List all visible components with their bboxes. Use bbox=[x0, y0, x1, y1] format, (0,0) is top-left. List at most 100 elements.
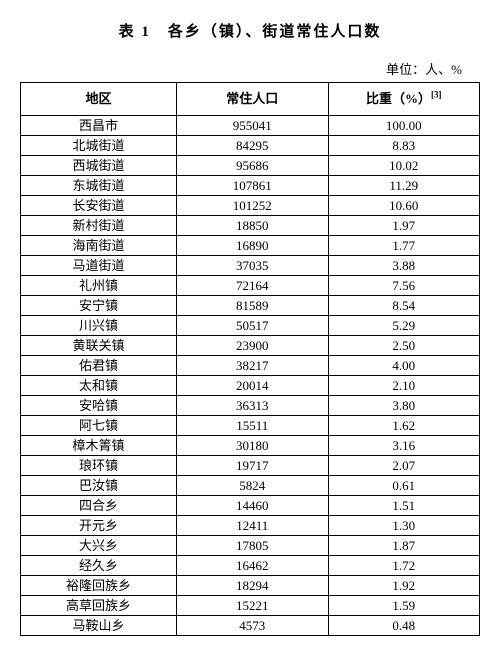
table-row: 佑君镇382174.00 bbox=[21, 356, 480, 376]
cell-region: 长安街道 bbox=[21, 196, 177, 216]
table-row: 安哈镇363133.80 bbox=[21, 396, 480, 416]
cell-region: 新村街道 bbox=[21, 216, 177, 236]
cell-percent: 3.88 bbox=[328, 256, 480, 276]
cell-region: 阿七镇 bbox=[21, 416, 177, 436]
cell-population: 15221 bbox=[177, 596, 328, 616]
cell-percent: 1.62 bbox=[328, 416, 480, 436]
cell-population: 37035 bbox=[177, 256, 328, 276]
col-header-percent-text: 比重（%） bbox=[366, 91, 431, 106]
cell-region: 太和镇 bbox=[21, 376, 177, 396]
table-row: 阿七镇155111.62 bbox=[21, 416, 480, 436]
cell-percent: 1.77 bbox=[328, 236, 480, 256]
cell-region: 琅环镇 bbox=[21, 456, 177, 476]
header-row: 地区 常住人口 比重（%）[3] bbox=[21, 83, 480, 116]
cell-percent: 11.29 bbox=[328, 176, 480, 196]
cell-region: 海南街道 bbox=[21, 236, 177, 256]
cell-percent: 7.56 bbox=[328, 276, 480, 296]
cell-percent: 0.61 bbox=[328, 476, 480, 496]
cell-population: 17805 bbox=[177, 536, 328, 556]
footnote-marker: [3] bbox=[431, 90, 442, 100]
cell-population: 16890 bbox=[177, 236, 328, 256]
cell-percent: 4.00 bbox=[328, 356, 480, 376]
table-row: 经久乡164621.72 bbox=[21, 556, 480, 576]
cell-population: 18294 bbox=[177, 576, 328, 596]
cell-population: 12411 bbox=[177, 516, 328, 536]
unit-label: 单位：人、% bbox=[20, 59, 480, 78]
cell-population: 20014 bbox=[177, 376, 328, 396]
table-row: 黄联关镇239002.50 bbox=[21, 336, 480, 356]
cell-percent: 1.87 bbox=[328, 536, 480, 556]
table-row: 琅环镇197172.07 bbox=[21, 456, 480, 476]
cell-population: 95686 bbox=[177, 156, 328, 176]
cell-region: 四合乡 bbox=[21, 496, 177, 516]
cell-population: 72164 bbox=[177, 276, 328, 296]
cell-population: 15511 bbox=[177, 416, 328, 436]
cell-population: 30180 bbox=[177, 436, 328, 456]
cell-region: 经久乡 bbox=[21, 556, 177, 576]
table-row: 安宁镇815898.54 bbox=[21, 296, 480, 316]
cell-population: 36313 bbox=[177, 396, 328, 416]
cell-percent: 5.29 bbox=[328, 316, 480, 336]
cell-percent: 100.00 bbox=[328, 116, 480, 136]
cell-population: 84295 bbox=[177, 136, 328, 156]
table-row: 西昌市955041100.00 bbox=[21, 116, 480, 136]
cell-region: 东城街道 bbox=[21, 176, 177, 196]
cell-population: 16462 bbox=[177, 556, 328, 576]
cell-percent: 2.07 bbox=[328, 456, 480, 476]
table-row: 裕隆回族乡182941.92 bbox=[21, 576, 480, 596]
cell-region: 黄联关镇 bbox=[21, 336, 177, 356]
table-row: 太和镇200142.10 bbox=[21, 376, 480, 396]
cell-region: 川兴镇 bbox=[21, 316, 177, 336]
cell-population: 5824 bbox=[177, 476, 328, 496]
table-row: 开元乡124111.30 bbox=[21, 516, 480, 536]
cell-region: 安宁镇 bbox=[21, 296, 177, 316]
cell-population: 38217 bbox=[177, 356, 328, 376]
cell-region: 安哈镇 bbox=[21, 396, 177, 416]
cell-percent: 10.02 bbox=[328, 156, 480, 176]
cell-population: 101252 bbox=[177, 196, 328, 216]
table-title: 表 1 各乡（镇）、街道常住人口数 bbox=[20, 20, 480, 41]
table-row: 大兴乡178051.87 bbox=[21, 536, 480, 556]
cell-percent: 3.16 bbox=[328, 436, 480, 456]
table-row: 川兴镇505175.29 bbox=[21, 316, 480, 336]
cell-region: 巴汝镇 bbox=[21, 476, 177, 496]
cell-region: 大兴乡 bbox=[21, 536, 177, 556]
cell-percent: 2.10 bbox=[328, 376, 480, 396]
cell-percent: 1.59 bbox=[328, 596, 480, 616]
table-row: 长安街道10125210.60 bbox=[21, 196, 480, 216]
cell-population: 18850 bbox=[177, 216, 328, 236]
cell-population: 14460 bbox=[177, 496, 328, 516]
cell-region: 西城街道 bbox=[21, 156, 177, 176]
cell-percent: 3.80 bbox=[328, 396, 480, 416]
cell-population: 955041 bbox=[177, 116, 328, 136]
col-header-region: 地区 bbox=[21, 83, 177, 116]
cell-region: 北城街道 bbox=[21, 136, 177, 156]
cell-population: 81589 bbox=[177, 296, 328, 316]
cell-population: 19717 bbox=[177, 456, 328, 476]
cell-region: 裕隆回族乡 bbox=[21, 576, 177, 596]
cell-region: 马道街道 bbox=[21, 256, 177, 276]
cell-percent: 10.60 bbox=[328, 196, 480, 216]
cell-region: 开元乡 bbox=[21, 516, 177, 536]
cell-region: 礼州镇 bbox=[21, 276, 177, 296]
table-row: 海南街道168901.77 bbox=[21, 236, 480, 256]
cell-percent: 8.83 bbox=[328, 136, 480, 156]
cell-percent: 1.30 bbox=[328, 516, 480, 536]
cell-percent: 1.51 bbox=[328, 496, 480, 516]
table-body: 西昌市955041100.00北城街道842958.83西城街道9568610.… bbox=[21, 116, 480, 636]
col-header-percent: 比重（%）[3] bbox=[328, 83, 480, 116]
cell-population: 50517 bbox=[177, 316, 328, 336]
table-row: 新村街道188501.97 bbox=[21, 216, 480, 236]
cell-region: 樟木箐镇 bbox=[21, 436, 177, 456]
cell-region: 佑君镇 bbox=[21, 356, 177, 376]
cell-percent: 8.54 bbox=[328, 296, 480, 316]
table-row: 西城街道9568610.02 bbox=[21, 156, 480, 176]
table-row: 东城街道10786111.29 bbox=[21, 176, 480, 196]
table-row: 北城街道842958.83 bbox=[21, 136, 480, 156]
table-row: 樟木箐镇301803.16 bbox=[21, 436, 480, 456]
table-row: 巴汝镇58240.61 bbox=[21, 476, 480, 496]
table-row: 四合乡144601.51 bbox=[21, 496, 480, 516]
cell-population: 23900 bbox=[177, 336, 328, 356]
col-header-population: 常住人口 bbox=[177, 83, 328, 116]
cell-percent: 1.92 bbox=[328, 576, 480, 596]
